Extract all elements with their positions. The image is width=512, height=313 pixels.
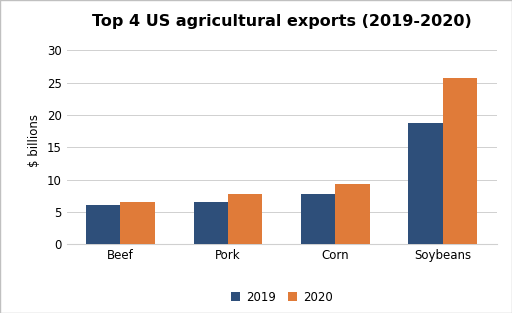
Title: Top 4 US agricultural exports (2019-2020): Top 4 US agricultural exports (2019-2020… <box>92 14 472 29</box>
Bar <box>301 194 335 244</box>
Bar <box>120 202 155 244</box>
Bar <box>443 78 477 244</box>
Bar <box>194 202 228 244</box>
Legend: 2019, 2020: 2019, 2020 <box>227 287 336 307</box>
Bar <box>86 205 120 244</box>
Bar <box>335 184 370 244</box>
Y-axis label: $ billions: $ billions <box>28 114 41 167</box>
Bar <box>228 194 262 244</box>
Bar <box>409 123 443 244</box>
